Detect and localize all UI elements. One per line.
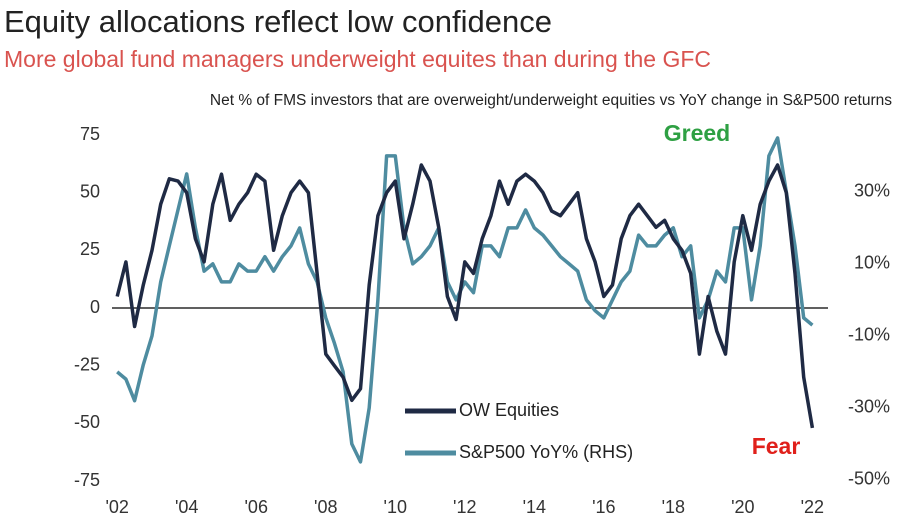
x-tick-label: '12 (453, 497, 476, 517)
series-line (115, 163, 815, 429)
y-tick-label: -50 (74, 412, 100, 432)
y2-tick-label: -30% (848, 397, 890, 417)
x-tick-label: '04 (175, 497, 198, 517)
legend-label: OW Equities (459, 400, 559, 420)
x-tick-label: '08 (314, 497, 337, 517)
chart-subtitle: More global fund managers underweight eq… (4, 46, 711, 72)
y2-tick-label: -50% (848, 469, 890, 489)
annotation: Fear (752, 433, 801, 459)
y2-tick-label: -10% (848, 325, 890, 345)
y-tick-label: -25 (74, 354, 100, 374)
x-tick-label: '10 (384, 497, 407, 517)
y-tick-label: 0 (90, 297, 100, 317)
x-tick-label: '14 (523, 497, 546, 517)
x-tick-label: '06 (245, 497, 268, 517)
y-tick-label: -75 (74, 470, 100, 490)
y-tick-label: 25 (80, 239, 100, 259)
chart-title: Equity allocations reflect low confidenc… (4, 4, 552, 39)
x-tick-label: '22 (801, 497, 824, 517)
x-tick-label: '02 (105, 497, 128, 517)
x-tick-label: '20 (731, 497, 754, 517)
y-tick-label: 50 (80, 181, 100, 201)
annotation: Greed (664, 120, 730, 146)
series-line (116, 136, 814, 464)
y2-tick-label: 30% (854, 181, 890, 201)
legend-label: S&P500 YoY% (RHS) (459, 442, 633, 462)
x-tick-label: '18 (662, 497, 685, 517)
y2-tick-label: 10% (854, 253, 890, 273)
chart-note: Net % of FMS investors that are overweig… (210, 92, 892, 109)
x-tick-label: '16 (592, 497, 615, 517)
y-tick-label: 75 (80, 124, 100, 144)
